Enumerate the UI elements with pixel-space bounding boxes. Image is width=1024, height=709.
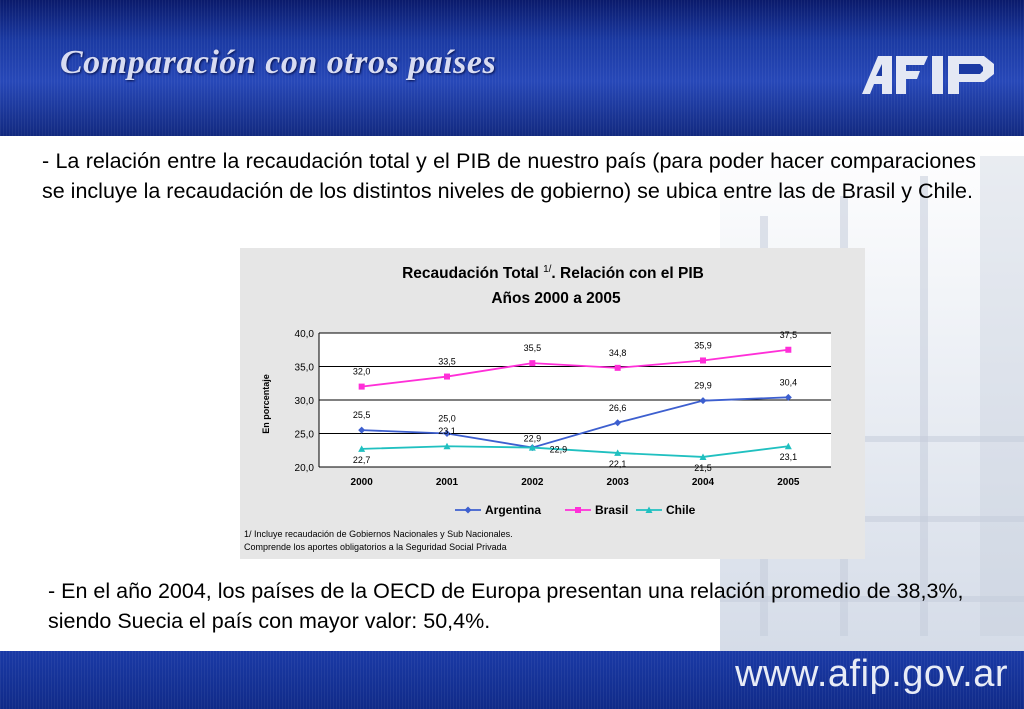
y-tick-label: 30,0 [295,396,315,407]
data-label: 32,0 [353,367,371,377]
data-label: 22,7 [353,455,371,465]
data-point [358,383,365,390]
data-label: 22,1 [609,459,627,469]
data-label: 35,9 [694,340,712,350]
data-point [443,442,451,450]
y-tick-label: 20,0 [295,463,315,474]
chart-panel: Recaudación Total 1/. Relación con el PI… [240,248,865,559]
x-tick-label: 2003 [607,477,630,488]
x-tick-label: 2000 [351,477,374,488]
data-point [700,357,706,364]
afip-logo [862,56,994,94]
data-label: 25,0 [438,414,456,424]
y-axis-label: En porcentaje [261,374,271,434]
data-point [358,445,366,452]
chart-legend: Argentina Brasil Chile [455,503,696,517]
footnote-1: 1/ Incluye recaudación de Gobiernos Naci… [244,529,513,539]
page-title: Comparación con otros países [60,44,497,81]
x-tick-label: 2001 [436,477,459,488]
data-label: 34,8 [609,348,627,358]
footer-banner: www.afip.gov.ar [0,651,1024,709]
data-point [444,373,450,380]
data-label: 29,9 [694,381,712,391]
legend-label: Brasil [595,503,628,517]
data-point [528,444,536,451]
data-point [784,442,792,450]
footer-url[interactable]: www.afip.gov.ar [735,653,1008,695]
data-point [529,360,536,367]
data-label: 23,1 [438,426,456,436]
data-point [699,397,707,405]
x-tick-label: 2002 [521,477,544,488]
data-point [614,449,622,456]
legend-swatch-marker [575,507,581,513]
data-label: 30,4 [780,377,798,387]
data-label: 33,5 [438,357,456,367]
data-label: 23,1 [780,452,798,462]
series-line-argentina [361,396,789,449]
x-tick-label: 2005 [777,477,800,488]
data-label: 37,5 [780,330,798,340]
data-point [614,419,622,427]
y-tick-label: 25,0 [295,430,315,441]
data-label: 22,9 [524,434,542,444]
chart-title: Recaudación Total 1/. Relación con el PI… [402,264,704,282]
data-point [443,430,451,437]
series-line-brasil [361,348,789,388]
y-tick-label: 40,0 [295,329,315,340]
data-point [358,426,366,434]
legend-label: Argentina [485,503,541,517]
data-label: 25,5 [353,410,371,420]
data-label: 21,5 [694,463,712,473]
y-tick-label: 35,0 [295,363,315,374]
plot-area: 20,0 25,0 30,0 35,0 40,0 2000 2001 2002 2003 2004… [295,329,831,488]
oecd-paragraph: - En el año 2004, los países de la OECD … [48,579,964,633]
data-label: 35,5 [524,343,542,353]
legend-swatch-marker [645,506,653,513]
chart-subtitle: Años 2000 a 2005 [491,290,621,307]
data-label: 26,6 [609,403,627,413]
header-banner: Comparación con otros países [0,0,1024,136]
legend-label: Chile [666,503,696,517]
data-point [785,346,792,353]
x-tick-label: 2004 [692,477,715,488]
data-point [699,453,707,460]
revenue-gdp-line-chart: Recaudación Total 1/. Relación con el PI… [244,264,831,552]
data-label: 22,9 [550,445,568,455]
intro-paragraph: - La relación entre la recaudación total… [42,149,976,203]
data-point [784,393,792,401]
series-line-chile [361,445,789,458]
legend-swatch-marker [464,506,472,514]
footnote-2: Comprende los aportes obligatorios a la … [244,542,507,552]
data-point [614,364,621,371]
